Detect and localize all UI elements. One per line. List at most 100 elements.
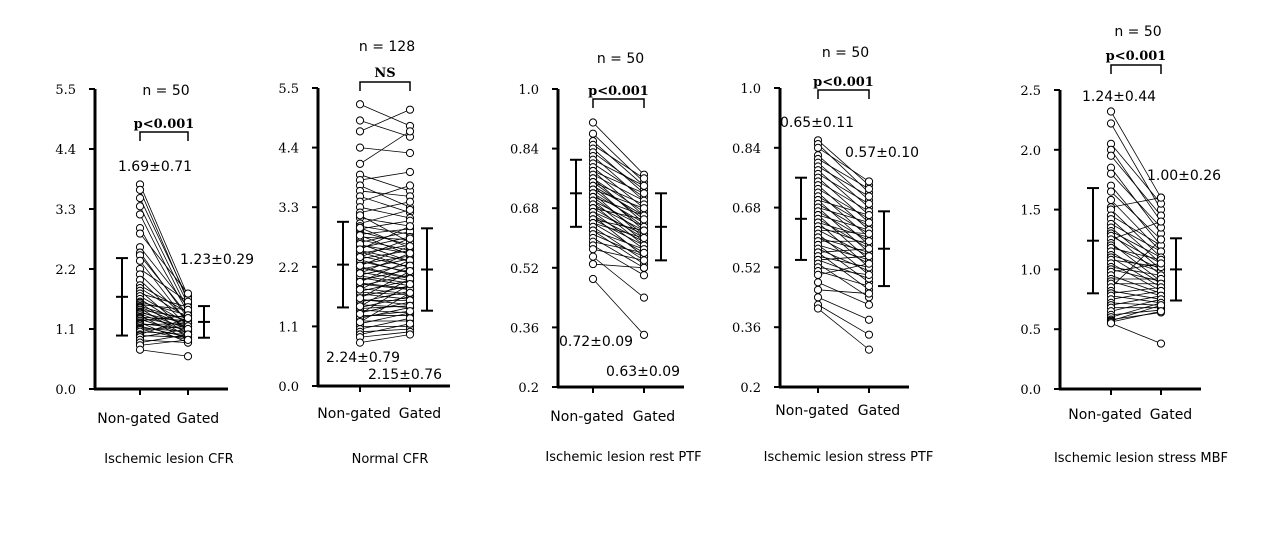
point-gated	[1156, 307, 1166, 316]
y-tick-label: 3.3	[278, 201, 299, 216]
panel-title: Ischemic lesion stress MBF	[1054, 451, 1228, 466]
pair-line	[592, 181, 645, 205]
pair-line	[359, 265, 411, 290]
pair-line	[592, 163, 645, 198]
pair-line	[592, 122, 645, 175]
pair-line	[817, 210, 870, 242]
point-non-gated	[813, 293, 823, 302]
point-gated	[405, 234, 415, 243]
pair-line	[139, 214, 189, 311]
point-non-gated	[588, 274, 598, 284]
y-tick-label: 0.2	[518, 381, 539, 396]
category-label: Non-gated	[317, 406, 390, 422]
pair-line	[592, 170, 645, 194]
point-gated	[864, 192, 874, 201]
pair-line	[139, 306, 189, 327]
errorbar-non-gated	[1087, 187, 1099, 295]
point-gated	[405, 267, 415, 276]
pair-lines	[817, 140, 870, 350]
pair-line	[592, 174, 645, 202]
pair-line	[139, 323, 189, 326]
point-non-gated	[355, 309, 365, 319]
pair-line	[592, 204, 645, 231]
pair-line	[139, 339, 189, 346]
pair-line	[139, 318, 189, 335]
y-tick-label: 4.4	[55, 143, 76, 158]
point-gated	[405, 205, 415, 215]
point-non-gated	[355, 245, 365, 254]
pair-line	[1110, 239, 1162, 288]
pair-line	[139, 246, 189, 308]
pair-line	[817, 308, 870, 350]
significance-label: NS	[374, 66, 395, 81]
point-gated	[639, 293, 649, 302]
pair-line	[359, 307, 411, 319]
point-gated	[639, 226, 649, 235]
point-non-gated	[588, 252, 598, 261]
point-gated	[864, 330, 874, 339]
pair-line	[359, 235, 411, 256]
pair-line	[1110, 286, 1162, 294]
pair-line	[359, 270, 411, 299]
pair-line	[359, 245, 411, 267]
category-label: Non-gated	[97, 411, 170, 427]
point-non-gated	[588, 259, 598, 269]
pair-line	[817, 248, 870, 272]
y-tick-label: 2.5	[1020, 84, 1041, 99]
pair-line	[359, 304, 411, 308]
pair-line	[817, 244, 870, 283]
pair-line	[592, 196, 645, 217]
point-non-gated	[355, 269, 365, 278]
point-gated	[864, 270, 874, 279]
n-label: n = 50	[142, 83, 189, 99]
point-gated	[183, 352, 193, 361]
pair-line	[817, 244, 870, 261]
pair-line	[817, 158, 870, 190]
y-tick-label: 0.68	[732, 202, 761, 217]
category-label: Gated	[399, 406, 441, 422]
pair-line	[817, 143, 870, 193]
pair-line	[1110, 295, 1162, 306]
pair-line	[592, 133, 645, 183]
stat-label-gated: 0.57±0.10	[845, 145, 919, 161]
point-non-gated	[1106, 107, 1116, 116]
pair-line	[817, 248, 870, 253]
stat-label-gated: 2.15±0.76	[368, 367, 442, 383]
pair-line	[817, 229, 870, 257]
pair-line	[139, 316, 189, 322]
point-gated	[405, 280, 415, 289]
n-label: n = 50	[822, 45, 869, 61]
pair-line	[139, 197, 189, 300]
pair-line	[1110, 197, 1162, 208]
pair-line	[1110, 302, 1162, 318]
point-non-gated	[355, 116, 365, 125]
point-non-gated	[135, 210, 145, 219]
point-gated	[405, 242, 415, 251]
pair-line	[139, 304, 189, 311]
point-non-gated	[135, 256, 145, 265]
pair-line	[592, 219, 645, 246]
pair-line	[359, 323, 411, 335]
pair-line	[139, 325, 189, 331]
data-points	[135, 180, 193, 361]
category-label: Gated	[633, 409, 675, 425]
pair-line	[139, 233, 189, 294]
pair-line	[1110, 143, 1162, 204]
point-non-gated	[1106, 151, 1116, 160]
stat-label-gated: 1.23±0.29	[180, 252, 254, 268]
pair-line	[817, 255, 870, 261]
errorbar-non-gated	[795, 176, 807, 261]
pair-line	[592, 207, 645, 220]
point-non-gated	[813, 285, 823, 294]
pair-line	[817, 229, 870, 235]
errorbar-gated	[878, 210, 890, 288]
pair-line	[592, 215, 645, 243]
stat-label-gated: 0.63±0.09	[606, 364, 680, 380]
point-gated	[864, 289, 874, 298]
y-tick-label: 1.5	[1020, 204, 1041, 219]
pair-line	[592, 245, 645, 276]
pair-line	[359, 220, 411, 230]
data-points	[813, 136, 874, 354]
point-gated	[405, 197, 415, 206]
y-tick-label: 0.0	[1020, 383, 1041, 398]
